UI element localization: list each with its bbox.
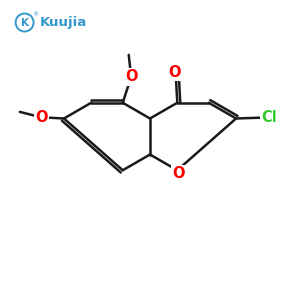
Text: K: K (21, 17, 28, 28)
Text: ®: ® (32, 12, 38, 17)
Text: O: O (172, 166, 185, 181)
Text: Cl: Cl (262, 110, 277, 125)
Text: O: O (35, 110, 47, 125)
Text: O: O (125, 69, 137, 84)
Text: Kuujia: Kuujia (39, 16, 87, 29)
Text: O: O (168, 64, 181, 80)
